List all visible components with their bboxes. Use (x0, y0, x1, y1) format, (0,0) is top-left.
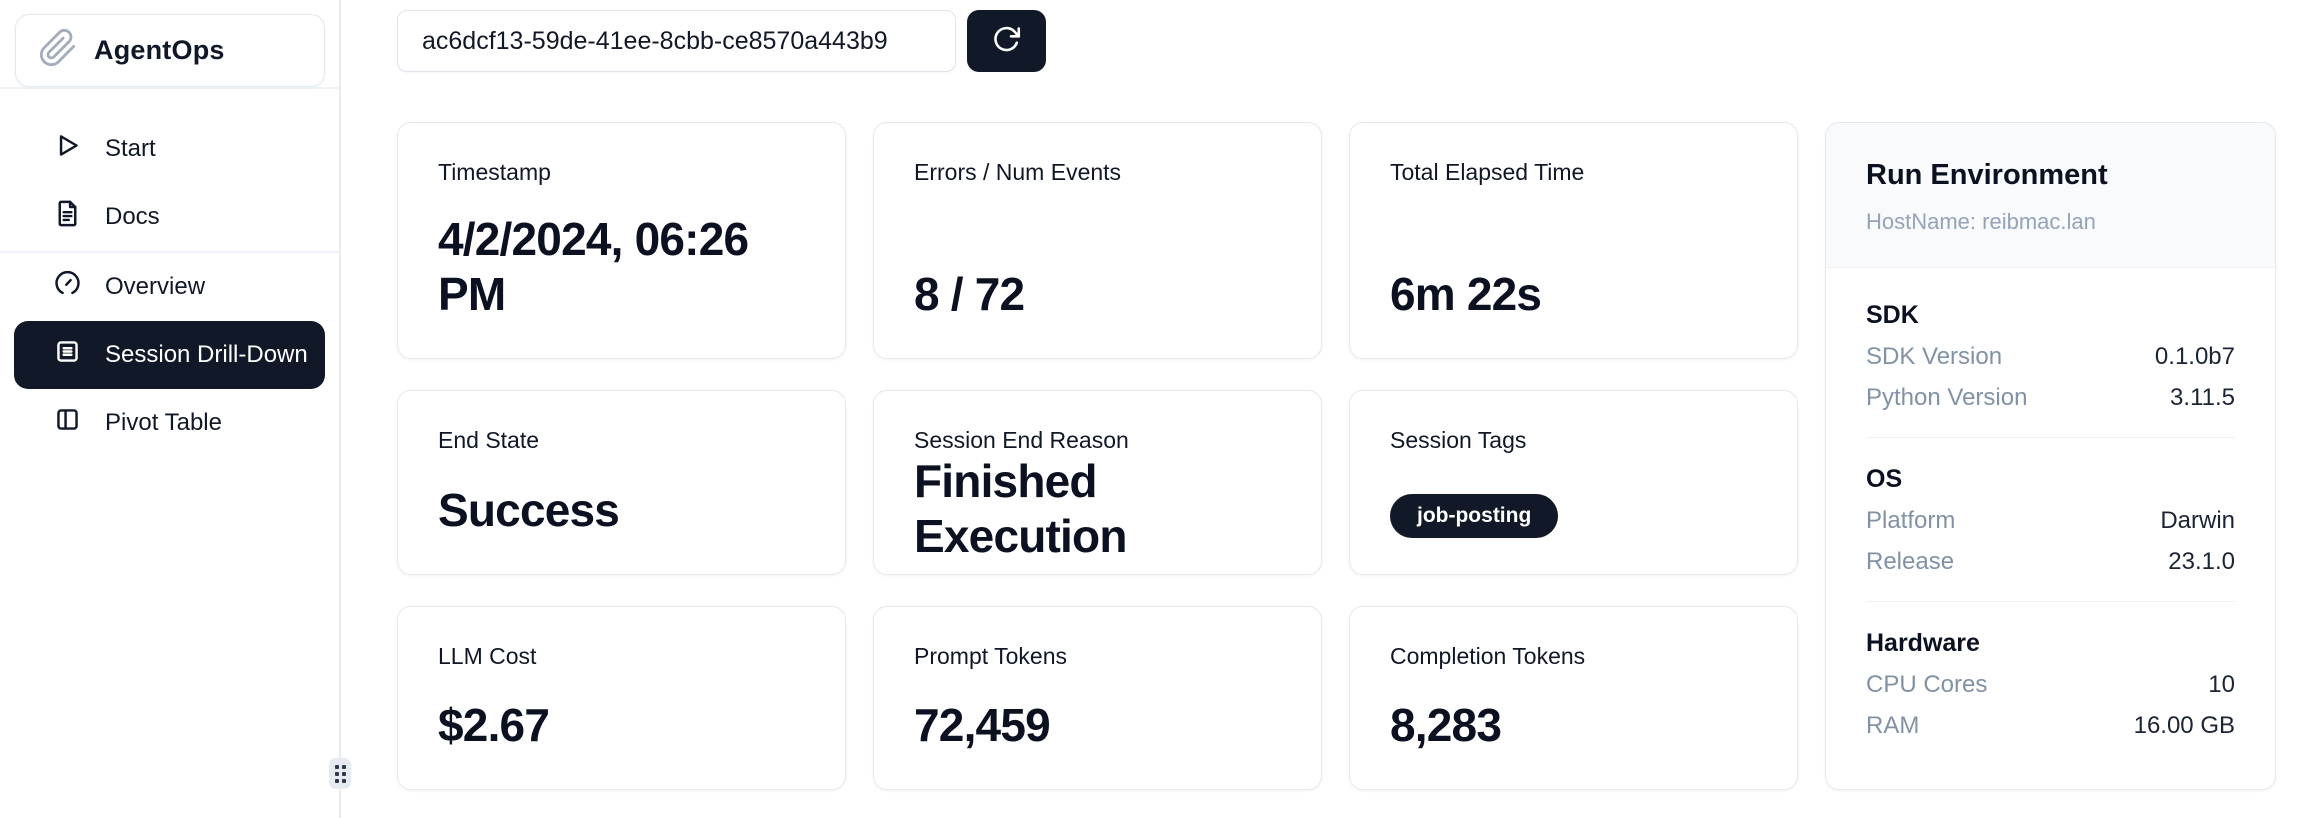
stat-card-label: Timestamp (438, 159, 551, 185)
sidebar-item-label: Start (105, 135, 156, 162)
stat-card-value: 72,459 (914, 698, 1051, 751)
env-row: Python Version 3.11.5 (1866, 384, 2235, 412)
env-row-label: Python Version (1866, 384, 2028, 411)
env-row-label: Release (1866, 548, 1955, 575)
stat-card-completion-tokens: Completion Tokens 8,283 (1349, 606, 1798, 790)
env-row-label: CPU Cores (1866, 671, 1988, 698)
sidebar-item-docs[interactable]: Docs (14, 183, 325, 251)
stat-card-label: Prompt Tokens (914, 643, 1067, 669)
stat-card-value: 4/2/2024, 06:26 PM (438, 212, 749, 320)
sidebar-item-overview[interactable]: Overview (14, 253, 325, 321)
pivot-table-icon (52, 404, 83, 442)
sidebar-resize-handle[interactable] (329, 758, 351, 789)
stat-card-value: Finished Execution (914, 455, 1127, 563)
env-row: Release 23.1.0 (1866, 548, 2235, 576)
run-environment-title: Run Environment (1866, 159, 2108, 191)
sidebar-divider (0, 87, 339, 89)
stat-card-timestamp: Timestamp 4/2/2024, 06:26 PM (397, 122, 846, 359)
env-row-label: SDK Version (1866, 343, 2003, 370)
env-section-title: SDK (1866, 301, 1919, 329)
stat-card-session-tags: Session Tags job-posting (1349, 390, 1798, 575)
env-row-value: 16.00 GB (2133, 712, 2235, 739)
stat-card-label: Session End Reason (914, 427, 1129, 453)
stat-card-value: 8 / 72 (914, 267, 1025, 320)
refresh-button[interactable] (967, 10, 1046, 72)
stat-card-llm-cost: LLM Cost $2.67 (397, 606, 846, 790)
grip-dots-icon (334, 764, 346, 783)
session-tag-badge: job-posting (1390, 494, 1559, 538)
env-row: RAM 16.00 GB (1866, 712, 2235, 740)
stat-card-value: Success (438, 483, 620, 536)
sidebar-item-label: Session Drill-Down (105, 341, 308, 368)
run-environment-panel: Run Environment HostName: reibmac.lan SD… (1825, 122, 2276, 790)
stat-card-label: Completion Tokens (1390, 643, 1586, 669)
stat-card-end-state: End State Success (397, 390, 846, 575)
stat-card-label: Errors / Num Events (914, 159, 1122, 185)
gauge-icon (52, 268, 83, 306)
env-section-title: OS (1866, 465, 1903, 493)
logo-label: AgentOps (94, 35, 225, 65)
agentops-logo[interactable]: AgentOps (15, 14, 325, 87)
main-content: Run Environment HostName: reibmac.lan SD… (341, 0, 2300, 818)
env-row-value: 0.1.0b7 (2154, 343, 2235, 370)
sidebar-item-label: Docs (105, 203, 160, 230)
sidebar-item-start[interactable]: Start (14, 115, 325, 183)
stat-card-label: LLM Cost (438, 643, 537, 669)
session-list-icon (52, 336, 83, 374)
stat-card-label: Session Tags (1390, 427, 1527, 453)
sidebar-item-label: Pivot Table (105, 409, 222, 436)
sidebar-divider (0, 251, 339, 253)
paperclip-icon (38, 28, 78, 73)
stat-card-value: $2.67 (438, 698, 550, 751)
env-row-value: Darwin (2160, 507, 2235, 534)
env-row: SDK Version 0.1.0b7 (1866, 343, 2235, 371)
env-row-label: RAM (1866, 712, 1920, 739)
stat-card-value: 6m 22s (1390, 267, 1542, 320)
env-row-label: Platform (1866, 507, 1956, 534)
env-row-value: 23.1.0 (2168, 548, 2235, 575)
stat-card-errors-num-events: Errors / Num Events 8 / 72 (873, 122, 1322, 359)
env-row: Platform Darwin (1866, 507, 2235, 535)
refresh-icon (991, 24, 1022, 58)
stat-card-value: 8,283 (1390, 698, 1502, 751)
env-row-value: 3.11.5 (2170, 384, 2235, 411)
env-section-title: Hardware (1866, 629, 1980, 657)
sidebar-item-pivot-table[interactable]: Pivot Table (14, 389, 325, 457)
env-section-os: OS Platform Darwin Release 23.1.0 (1866, 437, 2235, 601)
sidebar-item-session-drill-down[interactable]: Session Drill-Down (14, 321, 325, 389)
run-environment-header: Run Environment HostName: reibmac.lan (1826, 123, 2275, 268)
document-icon (52, 198, 83, 236)
stat-card-label: End State (438, 427, 540, 453)
stat-card-session-end-reason: Session End Reason Finished Execution (873, 390, 1322, 575)
env-row-value: 10 (2208, 671, 2235, 698)
sidebar-nav: Start Docs (0, 115, 339, 457)
env-section-sdk: SDK SDK Version 0.1.0b7 Python Version 3… (1866, 274, 2235, 437)
hostname-text: HostName: reibmac.lan (1866, 209, 2096, 234)
stat-card-total-elapsed-time: Total Elapsed Time 6m 22s (1349, 122, 1798, 359)
env-section-hardware: Hardware CPU Cores 10 RAM 16.00 GB (1866, 601, 2235, 765)
stat-card-label: Total Elapsed Time (1390, 159, 1585, 185)
sidebar: AgentOps Start (0, 0, 351, 818)
stat-card-prompt-tokens: Prompt Tokens 72,459 (873, 606, 1322, 790)
session-id-input[interactable] (397, 10, 956, 72)
env-row: CPU Cores 10 (1866, 671, 2235, 699)
play-icon (52, 130, 83, 168)
stats-grid: Run Environment HostName: reibmac.lan SD… (397, 122, 2276, 790)
session-toolbar (397, 10, 2276, 72)
sidebar-item-label: Overview (105, 273, 206, 300)
run-environment-body: SDK SDK Version 0.1.0b7 Python Version 3… (1826, 268, 2275, 765)
